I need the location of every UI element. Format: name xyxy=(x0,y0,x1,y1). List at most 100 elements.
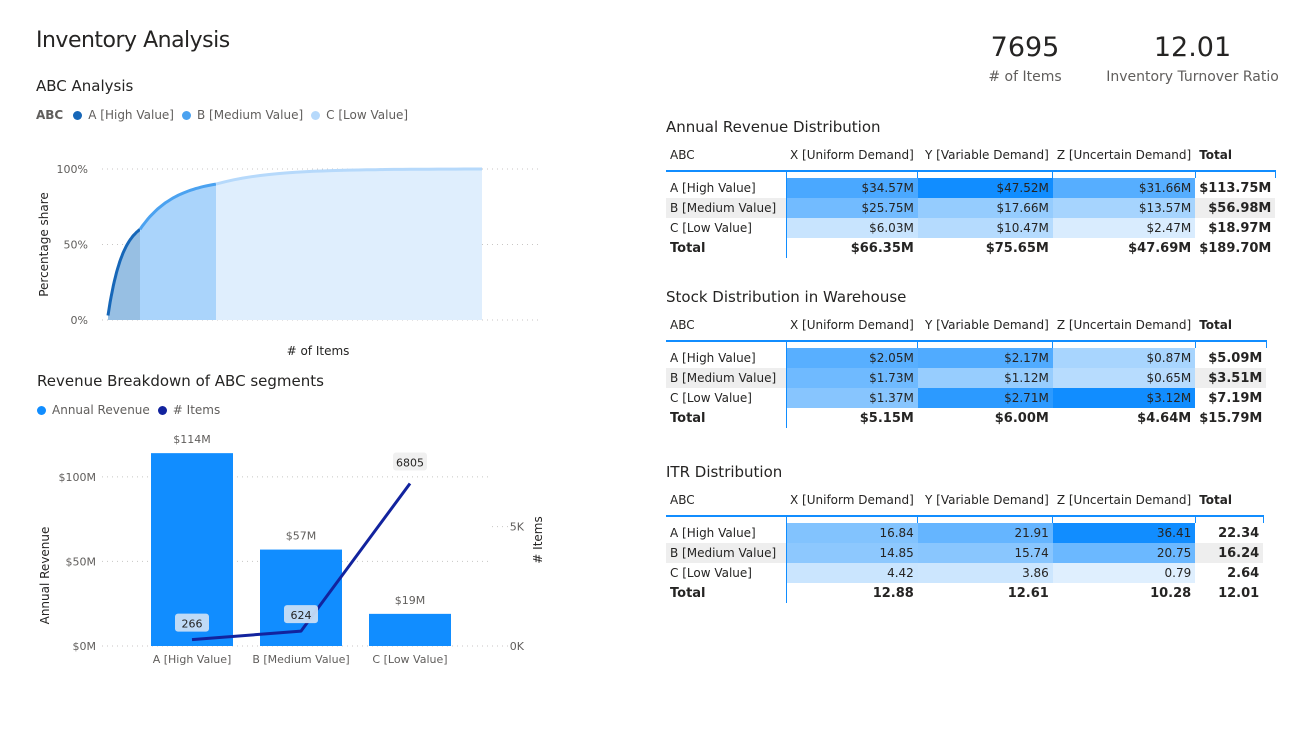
matrix-row-header[interactable]: C [Low Value] xyxy=(666,218,787,238)
matrix-row-header[interactable]: B [Medium Value] xyxy=(666,368,787,388)
matrix-cell[interactable]: $3.12M xyxy=(1052,388,1196,408)
matrix-row-total: $56.98M xyxy=(1195,198,1276,218)
matrix-cell[interactable]: 4.42 xyxy=(786,563,918,583)
matrix-cell[interactable]: $2.47M xyxy=(1052,218,1196,238)
matrix-cell[interactable]: 20.75 xyxy=(1052,543,1196,563)
matrix-column-header[interactable]: X [Uniform Demand] xyxy=(786,140,918,172)
matrix-row-header[interactable]: B [Medium Value] xyxy=(666,543,787,563)
line-data-label: 624 xyxy=(291,609,312,622)
matrix-cell[interactable]: $0.87M xyxy=(1052,348,1196,368)
matrix-cell[interactable]: $17.66M xyxy=(917,198,1053,218)
legend-item-a[interactable]: A [High Value] xyxy=(88,108,174,122)
curve-segment-b[interactable] xyxy=(138,182,217,231)
matrix-header-row: ABC X [Uniform Demand] Y [Variable Demand]… xyxy=(666,140,1276,172)
line-data-label-bg xyxy=(284,605,318,624)
matrix-column-header[interactable]: Y [Variable Demand] xyxy=(917,140,1053,172)
matrix-total-label: Total xyxy=(666,583,787,603)
abc-analysis-chart[interactable]: 0% 50% 100% Percentage share # of Items xyxy=(30,145,550,365)
legend-item-revenue[interactable]: Annual Revenue xyxy=(52,403,150,417)
matrix-column-header[interactable]: X [Uniform Demand] xyxy=(786,310,918,342)
matrix-cell[interactable]: $1.37M xyxy=(786,388,918,408)
matrix-column-header[interactable]: Z [Uncertain Demand] xyxy=(1052,310,1196,342)
matrix-column-header[interactable]: Z [Uncertain Demand] xyxy=(1052,485,1196,517)
matrix-cell[interactable]: $6.03M xyxy=(786,218,918,238)
matrix-cell[interactable]: $47.52M xyxy=(917,178,1053,198)
matrix-total-header[interactable]: Total xyxy=(1195,310,1267,342)
matrix-column-header[interactable]: Y [Variable Demand] xyxy=(917,310,1053,342)
matrix-row-total: 16.24 xyxy=(1195,543,1264,563)
page-title: Inventory Analysis xyxy=(36,28,230,53)
items-line[interactable] xyxy=(191,482,412,642)
matrix-row-total: $5.09M xyxy=(1208,350,1263,366)
matrix-row-total: 22.34 xyxy=(1218,525,1260,541)
matrix-cell[interactable]: $13.57M xyxy=(1052,198,1196,218)
kpi-card-items: 7695 # of Items xyxy=(960,32,1090,85)
matrix-cell[interactable]: 3.86 xyxy=(917,563,1053,583)
area-segment-a[interactable] xyxy=(108,229,140,320)
matrix-cell[interactable]: 14.85 xyxy=(786,543,918,563)
area-segment-b[interactable] xyxy=(140,184,216,320)
matrix-cell[interactable]: $2.05M xyxy=(786,348,918,368)
y-tick-label: 0% xyxy=(71,314,88,327)
revenue-bar[interactable] xyxy=(369,613,451,646)
kpi-value: 7695 xyxy=(990,32,1060,63)
kpi-label: # of Items xyxy=(988,69,1062,85)
x-tick-label: B [Medium Value] xyxy=(252,653,349,666)
matrix-corner-header[interactable]: ABC xyxy=(666,485,786,517)
x-tick-label: C [Low Value] xyxy=(372,653,447,666)
matrix-total-label: Total xyxy=(666,408,787,428)
matrix-row-header[interactable]: A [High Value] xyxy=(666,348,787,368)
kpi-label: Inventory Turnover Ratio xyxy=(1106,69,1279,85)
legend-title: ABC xyxy=(36,108,64,122)
matrix-column-header[interactable]: Z [Uncertain Demand] xyxy=(1052,140,1196,172)
line-data-label-bg xyxy=(175,613,209,632)
y2-tick-label: 5K xyxy=(510,521,525,534)
matrix-cell[interactable]: $1.12M xyxy=(917,368,1053,388)
curve-segment-c[interactable] xyxy=(215,167,482,186)
matrix-cell[interactable]: $0.65M xyxy=(1052,368,1196,388)
matrix-cell[interactable]: $25.75M xyxy=(786,198,918,218)
legend-dot-items-icon xyxy=(157,405,167,415)
legend-item-b[interactable]: B [Medium Value] xyxy=(196,108,304,122)
matrix-corner-header[interactable]: ABC xyxy=(666,140,786,172)
matrix-column-total: $47.69M xyxy=(1128,240,1192,256)
matrix-row: C [Low Value] 4.42 3.86 0.79 2.64 xyxy=(666,563,1263,583)
revenue-chart-title: Revenue Breakdown of ABC segments xyxy=(37,372,324,390)
matrix-cell[interactable]: 36.41 xyxy=(1052,523,1196,543)
curve-segment-a[interactable] xyxy=(106,228,141,316)
matrix-table: ABC X [Uniform Demand] Y [Variable Demand]… xyxy=(666,140,1276,258)
matrix-total-header[interactable]: Total xyxy=(1195,485,1264,517)
legend-dot-b-icon xyxy=(181,110,191,120)
area-segment-c[interactable] xyxy=(216,169,482,320)
matrix-row-header[interactable]: A [High Value] xyxy=(666,178,787,198)
matrix-cell[interactable]: $34.57M xyxy=(786,178,918,198)
matrix-cell[interactable]: $31.66M xyxy=(1052,178,1196,198)
legend-item-c[interactable]: C [Low Value] xyxy=(326,108,409,122)
y-tick-label: 100% xyxy=(57,163,88,176)
matrix-row-total: $113.75M xyxy=(1199,180,1272,196)
matrix-total-header[interactable]: Total xyxy=(1195,140,1276,172)
matrix-cell[interactable]: $10.47M xyxy=(917,218,1053,238)
matrix-cell[interactable]: 15.74 xyxy=(917,543,1053,563)
matrix-row-header[interactable]: C [Low Value] xyxy=(666,563,787,583)
matrix-column-header[interactable]: X [Uniform Demand] xyxy=(786,485,918,517)
matrix-column-header[interactable]: Y [Variable Demand] xyxy=(917,485,1053,517)
matrix-total-label: Total xyxy=(666,238,787,258)
revenue-breakdown-chart[interactable]: $0M $50M $100M 0K 5K $114M A [High Value] $57M B… xyxy=(30,425,560,675)
matrix-cell[interactable]: $1.73M xyxy=(786,368,918,388)
matrix-row-header[interactable]: C [Low Value] xyxy=(666,388,787,408)
matrix-cell[interactable]: $2.17M xyxy=(917,348,1053,368)
matrix-corner-header[interactable]: ABC xyxy=(666,310,786,342)
matrix-row-header[interactable]: B [Medium Value] xyxy=(666,198,787,218)
matrix-cell[interactable]: 21.91 xyxy=(917,523,1053,543)
matrix-row-header[interactable]: A [High Value] xyxy=(666,523,787,543)
matrix-cell[interactable]: 16.84 xyxy=(786,523,918,543)
legend-item-items[interactable]: # Items xyxy=(172,403,221,417)
abc-chart-title: ABC Analysis xyxy=(36,77,134,95)
matrix-cell[interactable]: $2.71M xyxy=(917,388,1053,408)
matrix-row: B [Medium Value] 14.85 15.74 20.75 16.24 xyxy=(666,543,1264,563)
matrix-row: A [High Value] $2.05M $2.17M $0.87M $5.09M xyxy=(666,348,1266,368)
matrix-total-row: Total $5.15M $6.00M $4.64M $15.79M xyxy=(666,408,1266,428)
matrix-cell[interactable]: 0.79 xyxy=(1052,563,1196,583)
line-data-label: 266 xyxy=(182,618,203,631)
